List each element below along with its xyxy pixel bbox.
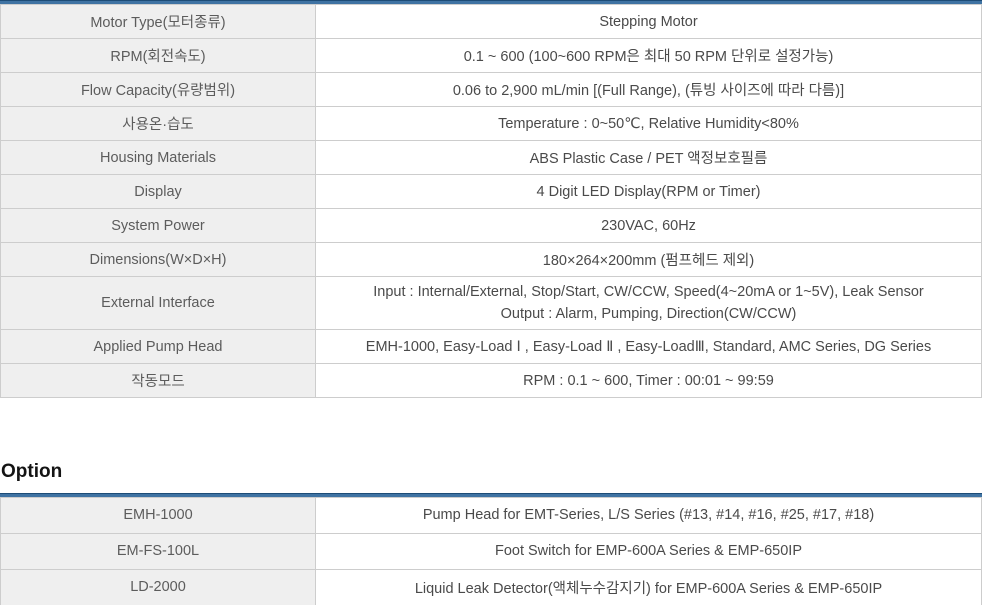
spec-value: 230VAC, 60Hz — [315, 208, 982, 243]
spec-label: Display — [0, 174, 316, 209]
table-row: System Power 230VAC, 60Hz — [0, 208, 982, 243]
spec-label: RPM(회전속도) — [0, 38, 316, 73]
option-value: Liquid Leak Detector(액체누수감지기) for EMP-60… — [315, 568, 982, 605]
spec-value: 0.1 ~ 600 (100~600 RPM은 최대 50 RPM 단위로 설정… — [315, 38, 982, 73]
option-table-section: EMH-1000 Pump Head for EMT-Series, L/S S… — [0, 492, 982, 605]
table-row: External Interface Input : Internal/Exte… — [0, 276, 982, 330]
spec-label: Dimensions(W×D×H) — [0, 242, 316, 277]
table-row: 사용온·습도 Temperature : 0~50℃, Relative Hum… — [0, 106, 982, 141]
table-row: Motor Type(모터종류) Stepping Motor — [0, 4, 982, 39]
table-row: LD-2000 Liquid Leak Detector(액체누수감지기) fo… — [0, 568, 982, 605]
spec-value: 180×264×200mm (펌프헤드 제외) — [315, 242, 982, 277]
option-table: EMH-1000 Pump Head for EMT-Series, L/S S… — [0, 496, 982, 605]
spec-label: System Power — [0, 208, 316, 243]
option-label: EMH-1000 — [0, 496, 316, 534]
spec-table: Motor Type(모터종류) Stepping Motor RPM(회전속도… — [0, 4, 982, 398]
spec-label: 작동모드 — [0, 363, 316, 398]
spec-label: Motor Type(모터종류) — [0, 4, 316, 39]
table-row: EM-FS-100L Foot Switch for EMP-600A Seri… — [0, 532, 982, 570]
spec-table-section: Motor Type(모터종류) Stepping Motor RPM(회전속도… — [0, 0, 982, 398]
spec-label: Housing Materials — [0, 140, 316, 175]
spec-value: Stepping Motor — [315, 4, 982, 39]
spec-value: Input : Internal/External, Stop/Start, C… — [315, 276, 982, 330]
spec-label: External Interface — [0, 276, 316, 330]
option-value: Foot Switch for EMP-600A Series & EMP-65… — [315, 532, 982, 570]
table-row: Applied Pump Head EMH-1000, Easy-Load Ⅰ … — [0, 329, 982, 364]
external-interface-input-line: Input : Internal/External, Stop/Start, C… — [373, 283, 924, 300]
spec-value: EMH-1000, Easy-Load Ⅰ , Easy-Load Ⅱ , Ea… — [315, 329, 982, 364]
table-row: EMH-1000 Pump Head for EMT-Series, L/S S… — [0, 496, 982, 534]
option-label: LD-2000 — [0, 568, 316, 605]
spec-value: RPM : 0.1 ~ 600, Timer : 00:01 ~ 99:59 — [315, 363, 982, 398]
table-row: Flow Capacity(유량범위) 0.06 to 2,900 mL/min… — [0, 72, 982, 107]
spec-table-top-accent — [0, 0, 982, 4]
spec-value: Temperature : 0~50℃, Relative Humidity<8… — [315, 106, 982, 141]
external-interface-output-line: Output : Alarm, Pumping, Direction(CW/CC… — [500, 306, 797, 322]
spec-label: Applied Pump Head — [0, 329, 316, 364]
table-row: RPM(회전속도) 0.1 ~ 600 (100~600 RPM은 최대 50 … — [0, 38, 982, 73]
spec-label: 사용온·습도 — [0, 106, 316, 141]
table-row: Display 4 Digit LED Display(RPM or Timer… — [0, 174, 982, 209]
table-row: Housing Materials ABS Plastic Case / PET… — [0, 140, 982, 175]
table-row: Dimensions(W×D×H) 180×264×200mm (펌프헤드 제외… — [0, 242, 982, 277]
spec-value: 4 Digit LED Display(RPM or Timer) — [315, 174, 982, 209]
spec-value: ABS Plastic Case / PET 액정보호필름 — [315, 140, 982, 175]
option-label: EM-FS-100L — [0, 532, 316, 570]
option-heading: Option — [1, 461, 63, 482]
table-row: 작동모드 RPM : 0.1 ~ 600, Timer : 00:01 ~ 99… — [0, 363, 982, 398]
spec-label: Flow Capacity(유량범위) — [0, 72, 316, 107]
option-value: Pump Head for EMT-Series, L/S Series (#1… — [315, 496, 982, 534]
option-table-top-accent — [0, 492, 982, 497]
spec-value: 0.06 to 2,900 mL/min [(Full Range), (튜빙 … — [315, 72, 982, 107]
